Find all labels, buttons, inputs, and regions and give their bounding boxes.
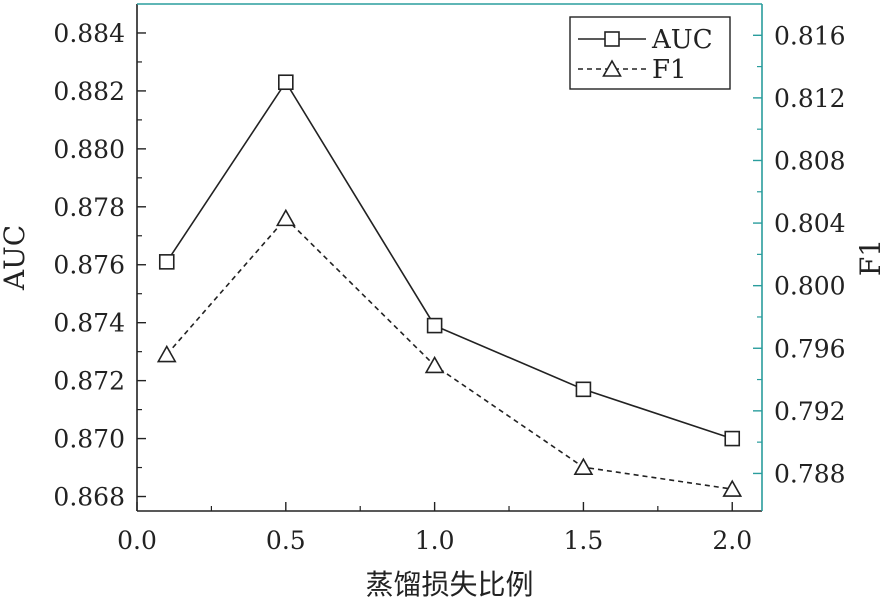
data-point-f1	[156, 344, 177, 363]
y-left-tick-label: 0.876	[53, 251, 125, 280]
y-right-tick-label: 0.792	[774, 397, 846, 426]
x-tick-label: 1.0	[415, 526, 455, 555]
legend-label-f1: F1	[652, 55, 687, 85]
data-point-auc	[575, 381, 592, 398]
y-left-tick-label: 0.882	[53, 77, 125, 106]
x-tick-label: 1.5	[564, 526, 604, 555]
y-right-axis-title: F1	[854, 239, 887, 276]
data-point-auc	[278, 74, 294, 91]
data-point-auc	[426, 317, 443, 334]
y-left-tick-label: 0.880	[53, 135, 125, 164]
data-point-auc	[158, 254, 175, 270]
y-right-tick-label: 0.788	[774, 459, 846, 488]
x-axis-title: 蒸馏损失比例	[365, 568, 533, 600]
y-right-tick-label: 0.796	[774, 334, 846, 363]
data-point-f1	[275, 208, 296, 227]
y-left-tick-label: 0.868	[53, 483, 125, 512]
legend-box	[569, 16, 731, 90]
data-point-f1	[573, 457, 594, 475]
y-right-tick-label: 0.800	[774, 272, 846, 301]
y-right-tick-label: 0.816	[774, 21, 846, 50]
series-line-f1	[166, 217, 733, 490]
x-tick-label: 0.0	[117, 526, 157, 555]
x-tick-label: 0.5	[266, 526, 306, 555]
y-right-tick-label: 0.812	[774, 84, 846, 113]
y-left-tick-label: 0.870	[53, 425, 125, 454]
data-point-f1	[424, 355, 445, 374]
y-left-tick-label: 0.878	[53, 193, 125, 222]
y-left-tick-label: 0.874	[53, 309, 125, 338]
legend-label-auc: AUC	[651, 25, 713, 55]
y-left-axis-title: AUC	[0, 225, 31, 291]
data-point-auc	[724, 430, 741, 447]
y-right-tick-label: 0.804	[774, 209, 846, 238]
y-left-tick-label: 0.884	[53, 19, 125, 48]
legend-marker-auc	[604, 31, 620, 47]
series-line-auc	[166, 80, 733, 440]
y-left-tick-label: 0.872	[53, 367, 125, 396]
data-point-f1	[722, 479, 743, 497]
y-right-tick-label: 0.808	[774, 146, 846, 175]
legend-marker-f1	[602, 59, 622, 77]
x-tick-label: 2.0	[712, 526, 752, 555]
